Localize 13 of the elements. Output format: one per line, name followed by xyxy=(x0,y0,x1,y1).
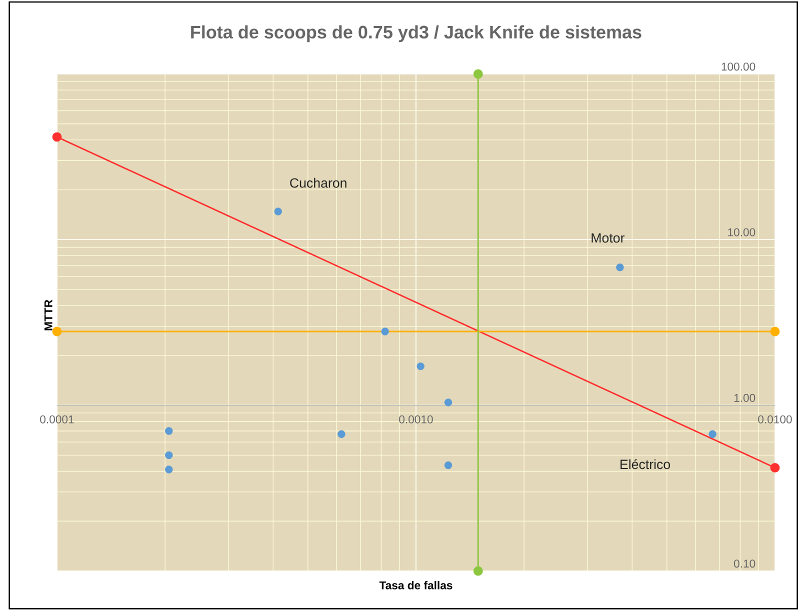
x-axis-title: Tasa de fallas xyxy=(379,581,452,590)
x-tick-label: 0.0010 xyxy=(399,415,433,424)
y-tick-label: 10.00 xyxy=(728,228,756,236)
y-tick-label: 100.00 xyxy=(722,62,756,71)
y-axis-title: MTTR xyxy=(44,300,52,330)
annotation: Motor xyxy=(592,233,625,243)
chart-title: Flota de scoops de 0.75 yd3 / Jack Knife de sistemas xyxy=(191,25,642,42)
y-tick-label: 1.00 xyxy=(734,394,756,402)
annotation: Cucharon xyxy=(290,178,346,188)
x-tick-label: 0.0100 xyxy=(758,415,792,424)
annotation: Eléctrico xyxy=(620,459,670,470)
x-tick-label: 0.0001 xyxy=(40,415,74,424)
y-tick-label: 0.10 xyxy=(734,560,756,568)
